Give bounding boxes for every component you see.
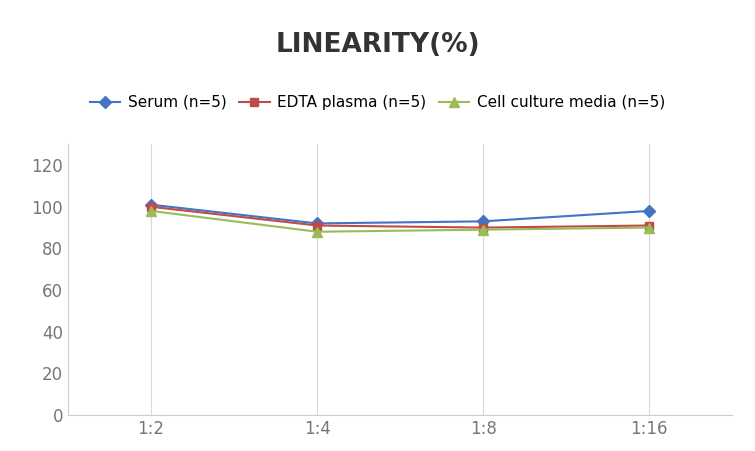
Cell culture media (n=5)	[645, 225, 654, 230]
Cell culture media (n=5)	[479, 227, 488, 232]
Serum (n=5)	[645, 208, 654, 214]
EDTA plasma (n=5)	[313, 223, 322, 228]
Cell culture media (n=5)	[146, 208, 156, 214]
EDTA plasma (n=5)	[645, 223, 654, 228]
Cell culture media (n=5)	[313, 229, 322, 235]
EDTA plasma (n=5)	[146, 204, 156, 209]
EDTA plasma (n=5)	[479, 225, 488, 230]
Text: LINEARITY(%): LINEARITY(%)	[275, 32, 480, 58]
Legend: Serum (n=5), EDTA plasma (n=5), Cell culture media (n=5): Serum (n=5), EDTA plasma (n=5), Cell cul…	[84, 89, 671, 116]
Serum (n=5)	[313, 221, 322, 226]
Line: EDTA plasma (n=5): EDTA plasma (n=5)	[146, 202, 654, 232]
Serum (n=5)	[479, 219, 488, 224]
Line: Cell culture media (n=5): Cell culture media (n=5)	[146, 206, 654, 237]
Line: Serum (n=5): Serum (n=5)	[146, 201, 654, 228]
Serum (n=5)	[146, 202, 156, 207]
